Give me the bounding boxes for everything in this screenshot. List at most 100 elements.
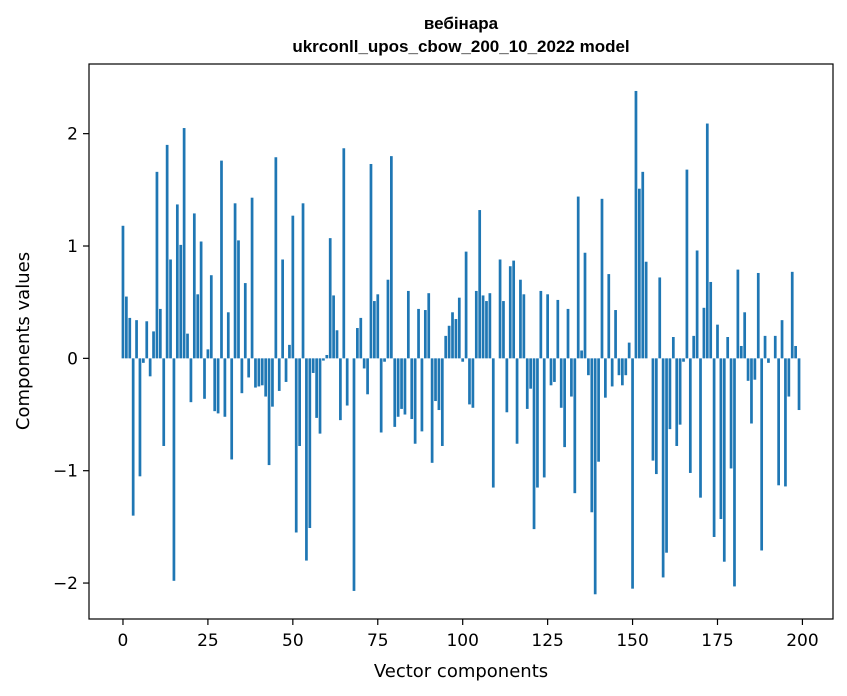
bar (736, 269, 740, 359)
bar (179, 244, 183, 359)
bar (573, 358, 577, 494)
x-tick-label: 150 (616, 631, 648, 651)
bar (624, 358, 628, 376)
bar (396, 358, 400, 417)
bar (254, 358, 257, 388)
y-tick-label: 2 (67, 125, 78, 145)
bar (597, 358, 600, 462)
bar (131, 358, 135, 516)
x-tick-label: 50 (282, 631, 304, 651)
bar (488, 293, 492, 359)
bar (369, 163, 373, 359)
bar (604, 358, 607, 398)
bar (638, 188, 641, 359)
y-tick-label: 1 (67, 237, 78, 257)
bar (716, 324, 719, 359)
bar (260, 358, 264, 386)
bar (760, 358, 764, 551)
bar (288, 344, 291, 359)
bar (199, 241, 203, 359)
bar (600, 198, 604, 359)
bar (410, 358, 414, 420)
bar (335, 330, 339, 359)
bar (162, 358, 166, 446)
bar (383, 358, 386, 362)
bar (614, 310, 617, 359)
bar (413, 358, 417, 444)
bar (247, 358, 251, 378)
bar (658, 277, 662, 359)
bar (226, 312, 230, 359)
bar (668, 358, 672, 430)
bar (165, 144, 169, 359)
y-tick-label: −2 (53, 574, 78, 594)
bar (216, 358, 220, 414)
y-axis-ticks: −2 −1 0 1 2 (53, 125, 89, 594)
bar (386, 279, 390, 359)
x-axis-ticks: 0 25 50 75 100 125 150 175 200 (118, 619, 819, 651)
bar (264, 358, 268, 397)
bar (797, 358, 801, 411)
bar (447, 325, 451, 359)
bar (267, 358, 271, 466)
bar (148, 358, 152, 377)
bar (138, 358, 142, 477)
bar (634, 90, 638, 359)
bar (553, 358, 556, 382)
bar (580, 350, 583, 359)
bar (406, 290, 410, 359)
bar (780, 320, 784, 359)
bar (440, 358, 444, 446)
bar (233, 203, 237, 359)
bar (794, 345, 797, 359)
bar (420, 358, 424, 432)
bar (175, 204, 179, 359)
bar (189, 358, 193, 403)
bar (532, 358, 536, 530)
bar (753, 358, 757, 380)
bar (342, 148, 346, 359)
bar (702, 307, 706, 359)
bar (481, 295, 485, 359)
bar (485, 301, 488, 359)
bar (311, 358, 315, 373)
bar (209, 275, 213, 359)
bar (291, 215, 295, 359)
bar (121, 225, 125, 359)
bar (502, 301, 505, 359)
bar (257, 358, 261, 387)
bar (512, 260, 516, 359)
bar (790, 271, 794, 359)
bar (539, 290, 543, 359)
plot-area-frame (88, 63, 834, 620)
bar (750, 358, 753, 424)
bar (576, 196, 580, 359)
bar (726, 337, 730, 359)
bar (243, 283, 247, 359)
bar (627, 342, 631, 359)
bar (610, 358, 614, 387)
bar (284, 358, 288, 382)
bar (699, 358, 702, 498)
bar (277, 358, 281, 391)
bar (169, 259, 172, 359)
bar (682, 358, 685, 362)
bar (542, 358, 546, 478)
bar (733, 358, 736, 587)
bar (570, 358, 573, 397)
bar (366, 358, 369, 395)
bar (128, 317, 132, 359)
bar (196, 294, 200, 359)
bar (688, 358, 692, 473)
x-tick-label: 75 (367, 631, 389, 651)
bar (739, 345, 743, 359)
bar (722, 358, 726, 562)
bar (390, 156, 393, 359)
bar (631, 358, 634, 589)
bar (471, 358, 475, 408)
bar (675, 358, 679, 446)
bar (505, 358, 509, 413)
bar (767, 358, 770, 363)
bar (556, 299, 560, 359)
bar (444, 335, 448, 359)
